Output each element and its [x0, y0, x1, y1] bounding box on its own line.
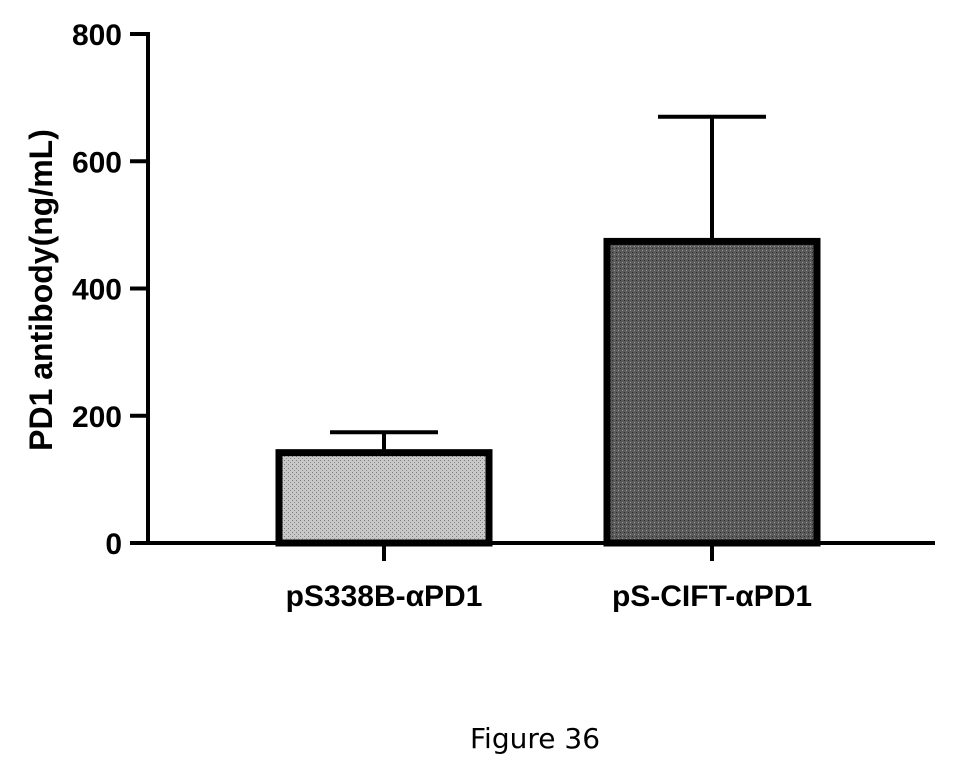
x-axis-ticks: pS338B-αPD1 pS-CIFT-αPD1	[286, 543, 812, 613]
bars	[275, 237, 821, 547]
bar-chart: 0 200 400 600 800 pS338B-αPD1 pS-CIFT-αPD1 PD…	[23, 19, 935, 613]
x-tick-label: pS338B-αPD1	[286, 580, 483, 613]
y-tick-label: 800	[72, 19, 122, 52]
y-tick-label: 200	[72, 401, 122, 434]
y-axis-title: PD1 antibody(ng/mL)	[23, 129, 59, 451]
y-axis-ticks: 0 200 400 600 800	[72, 19, 148, 561]
bar	[275, 449, 493, 547]
y-tick-label: 400	[72, 274, 122, 307]
y-tick-label: 600	[72, 146, 122, 179]
figure-caption: Figure 36	[469, 722, 601, 755]
error-bars	[330, 114, 766, 453]
y-tick-label: 0	[105, 528, 122, 561]
x-tick-label: pS-CIFT-αPD1	[612, 580, 812, 613]
bar	[603, 237, 821, 547]
